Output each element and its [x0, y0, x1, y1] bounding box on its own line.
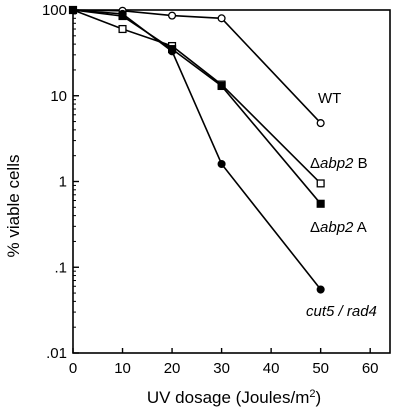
series-lines — [72, 9, 322, 290]
series-label: Δabp2 B — [310, 155, 368, 172]
data-point — [316, 285, 325, 294]
series-label-part: abp2 — [320, 219, 354, 236]
y-tick-label: 100 — [42, 2, 67, 19]
x-tick-label: 0 — [69, 360, 77, 377]
x-axis-title-main: UV dosage (Joules/m — [147, 388, 310, 407]
series-label: WT — [318, 90, 341, 107]
x-axis-title: UV dosage (Joules/m2) — [147, 388, 321, 407]
x-tick-label: 40 — [263, 360, 280, 377]
series-label: Δabp2 A — [310, 219, 367, 236]
data-point — [118, 9, 127, 18]
series-label: cut5 / rad4 — [306, 303, 377, 320]
ticks: 0 10 20 30 40 50 60 .01 .1 1 10 100 — [42, 2, 379, 377]
x-axis-title-end: ) — [315, 388, 321, 407]
x-tick-label: 50 — [312, 360, 329, 377]
data-point — [217, 81, 226, 91]
series-line — [72, 9, 322, 290]
series-label-part: A — [353, 219, 366, 236]
y-tick-label: 10 — [50, 88, 67, 105]
series-label-part: Δ — [310, 219, 320, 236]
series-line — [72, 9, 322, 184]
series-label-part: abp2 — [320, 155, 354, 172]
y-tick-label: .01 — [46, 345, 67, 362]
data-point — [316, 119, 325, 128]
series-markers — [68, 5, 325, 294]
start-point — [68, 5, 78, 15]
x-tick-label: 60 — [362, 360, 379, 377]
data-point — [168, 11, 177, 20]
x-axis-title-sup: 2 — [309, 388, 315, 400]
axes — [72, 9, 391, 354]
series-label-part: Δ — [310, 155, 320, 172]
plot-frame — [72, 9, 391, 354]
y-tick-label: 1 — [59, 174, 67, 191]
y-axis-title: % viable cells — [4, 155, 23, 258]
x-tick-label: 20 — [164, 360, 181, 377]
data-point — [316, 199, 325, 208]
series-label-part: B — [353, 155, 367, 172]
y-tick-label: .1 — [54, 259, 67, 276]
series-label-part: WT — [318, 90, 341, 107]
series-label-part: cut5 / rad4 — [306, 303, 377, 320]
data-point — [168, 47, 177, 56]
x-tick-label: 10 — [114, 360, 131, 377]
data-point — [217, 159, 226, 169]
data-point — [118, 24, 127, 34]
x-tick-label: 30 — [213, 360, 230, 377]
data-point — [316, 179, 325, 188]
data-point — [217, 14, 226, 23]
